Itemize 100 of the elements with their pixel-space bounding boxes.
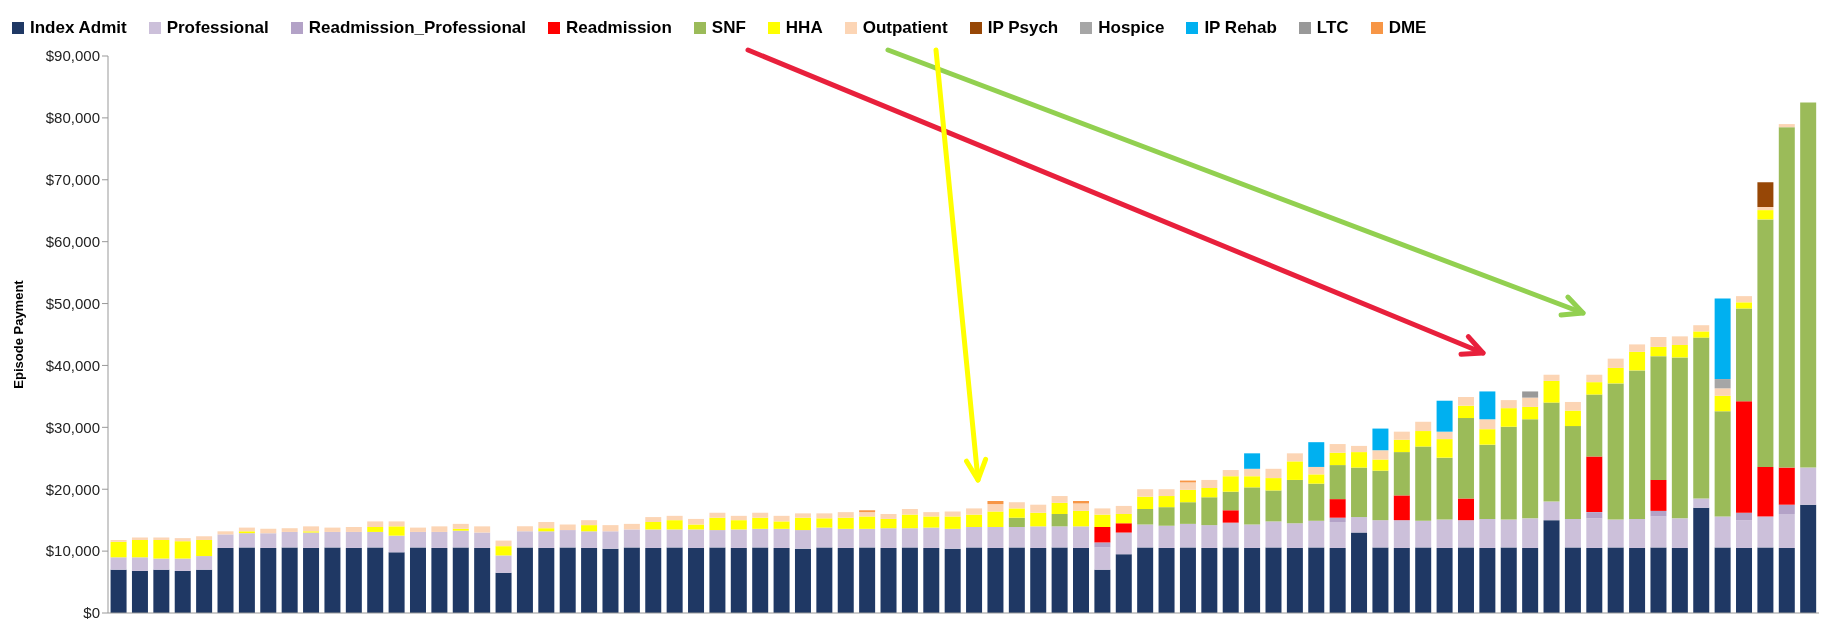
bar <box>131 557 148 571</box>
bar <box>217 548 234 613</box>
bar <box>966 514 983 527</box>
bar <box>174 538 191 542</box>
bar <box>1244 524 1261 549</box>
bar <box>752 512 769 518</box>
bar <box>217 534 234 549</box>
bar <box>623 547 640 613</box>
bar <box>1051 526 1068 548</box>
bar <box>1543 374 1560 381</box>
bar <box>1800 467 1817 505</box>
bar <box>1757 466 1774 517</box>
bar <box>880 528 897 549</box>
bar <box>923 512 940 517</box>
bar <box>1265 521 1282 548</box>
bar <box>1543 501 1560 521</box>
bar <box>1522 548 1539 613</box>
bar <box>1073 526 1089 549</box>
legend-label: Hospice <box>1098 18 1165 38</box>
bar <box>1158 525 1175 549</box>
bar <box>388 526 405 536</box>
bar <box>1308 520 1325 548</box>
bar <box>1115 505 1132 514</box>
bar <box>752 528 769 548</box>
bar <box>581 531 598 549</box>
bar <box>1073 548 1089 613</box>
legend-label: DME <box>1388 18 1427 38</box>
bar <box>345 526 362 532</box>
bar <box>1030 548 1047 613</box>
bar <box>944 528 961 549</box>
bar <box>281 528 298 532</box>
bar <box>538 522 555 529</box>
bar <box>1714 516 1731 548</box>
bar <box>538 531 555 549</box>
bar <box>1372 547 1389 613</box>
bar <box>1201 525 1218 549</box>
bar <box>1522 518 1539 549</box>
bar <box>602 525 619 532</box>
bar <box>1372 450 1389 460</box>
bar <box>238 533 255 548</box>
bar <box>1244 487 1261 525</box>
bar <box>581 548 598 613</box>
bar <box>773 548 790 613</box>
y-tick-label: $30,000 <box>45 418 100 436</box>
bar <box>623 529 640 548</box>
bar <box>1158 548 1175 613</box>
bar <box>880 513 897 519</box>
bar <box>880 548 897 613</box>
bar <box>452 547 469 613</box>
bar <box>688 524 705 530</box>
bar <box>666 520 683 530</box>
bar <box>1778 467 1795 505</box>
bar <box>1778 124 1795 128</box>
bar <box>581 520 598 526</box>
bar <box>1115 532 1132 555</box>
bar <box>1308 547 1325 613</box>
bar <box>1158 496 1175 508</box>
bar <box>1736 401 1753 513</box>
bar <box>623 523 640 530</box>
bar <box>1372 459 1389 471</box>
bar <box>1351 445 1368 453</box>
bar <box>281 531 298 548</box>
bar <box>1778 513 1795 549</box>
bar <box>709 530 726 548</box>
bar <box>1222 522 1239 548</box>
bar <box>1415 446 1432 521</box>
bar <box>1757 182 1774 208</box>
bar <box>1757 207 1774 211</box>
bar <box>1201 487 1218 498</box>
bar <box>174 558 191 571</box>
bar <box>1329 452 1346 466</box>
bar <box>1457 418 1474 499</box>
bar <box>666 547 683 613</box>
bar <box>110 557 127 570</box>
bar <box>196 569 213 613</box>
bar <box>1244 453 1261 469</box>
bar <box>1222 476 1239 492</box>
bar <box>1308 483 1325 521</box>
bar <box>1030 526 1047 549</box>
bar <box>1650 479 1667 511</box>
bar <box>1073 510 1089 527</box>
bar <box>581 525 598 532</box>
bar <box>773 528 790 549</box>
bar <box>1457 397 1474 406</box>
bar <box>1564 426 1581 519</box>
bar <box>1436 457 1453 520</box>
bar <box>1265 490 1282 522</box>
legend-label: Readmission_Professional <box>308 18 527 38</box>
bar <box>1714 388 1731 396</box>
bar <box>859 528 876 548</box>
bar <box>1586 512 1603 519</box>
legend-label: Professional <box>166 18 269 38</box>
bar <box>966 526 983 548</box>
bar <box>1073 503 1089 511</box>
bar <box>1351 517 1368 533</box>
bar <box>1308 466 1325 475</box>
bar <box>1800 504 1817 613</box>
bar <box>794 513 811 518</box>
bar <box>1051 502 1068 514</box>
bar <box>238 547 255 613</box>
